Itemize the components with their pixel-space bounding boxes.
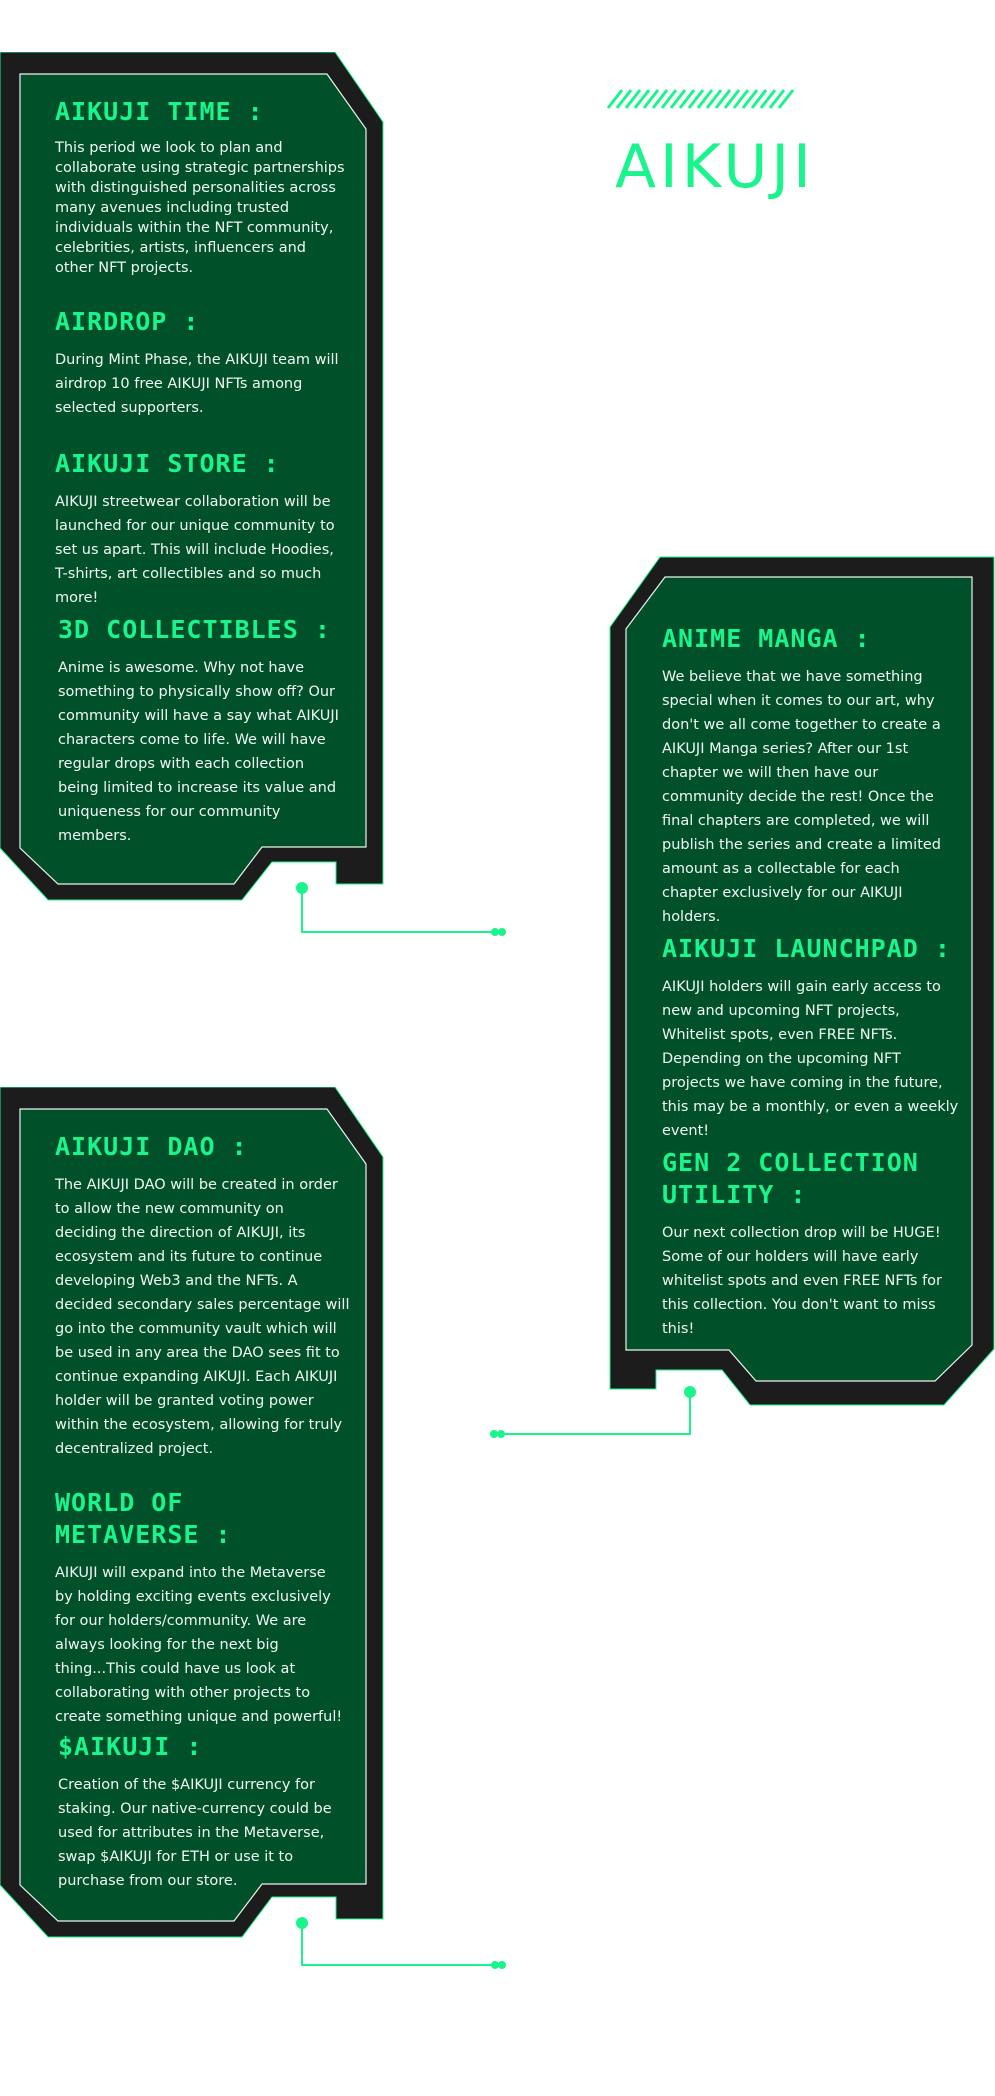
roadmap-panel-1	[0, 52, 386, 902]
section-body: Creation of the $AIKUJI currency for sta…	[58, 1777, 332, 1889]
section-body: We believe that we have something specia…	[662, 669, 942, 925]
section-gen2-collection-utility: GEN 2 COLLECTION UTILITY : Our next coll…	[662, 1147, 957, 1341]
panel-3-connector-line	[296, 1917, 506, 1969]
section-aikuji-token: $AIKUJI : Creation of the $AIKUJI curren…	[58, 1731, 353, 1893]
section-title: AIKUJI LAUNCHPAD :	[662, 934, 951, 963]
logo-title: AIKUJI	[615, 132, 815, 202]
section-title: 3D COLLECTIBLES :	[58, 615, 331, 644]
section-anime-manga: ANIME MANGA : We believe that we have so…	[662, 623, 957, 929]
section-world-of-metaverse: WORLD OF METAVERSE : AIKUJI will expand …	[55, 1487, 342, 1729]
section-airdrop: AIRDROP : During Mint Phase, the AIKUJI …	[55, 306, 345, 420]
diagonal-stripes-decoration	[606, 89, 795, 109]
panel-3-frame-shape	[0, 1087, 384, 1938]
roadmap-panel-3	[0, 1087, 386, 1939]
section-title: AIKUJI STORE :	[55, 449, 280, 478]
section-3d-collectibles: 3D COLLECTIBLES : Anime is awesome. Why …	[58, 614, 348, 848]
section-body: AIKUJI streetwear collaboration will be …	[55, 494, 335, 606]
section-body: AIKUJI holders will gain early access to…	[662, 979, 959, 1139]
panel-2-connector-line	[490, 1386, 696, 1438]
section-body: This period we look to plan and collabor…	[55, 140, 345, 276]
section-aikuji-time: AIKUJI TIME : This period we look to pla…	[55, 96, 345, 278]
panel-1-frame-shape	[0, 52, 384, 901]
section-aikuji-store: AIKUJI STORE : AIKUJI streetwear collabo…	[55, 448, 345, 610]
section-aikuji-dao: AIKUJI DAO : The AIKUJI DAO will be crea…	[55, 1131, 350, 1461]
section-title: GEN 2 COLLECTION UTILITY :	[662, 1148, 919, 1209]
section-title: WORLD OF METAVERSE :	[55, 1488, 232, 1549]
roadmap-panel-2	[608, 555, 995, 1407]
section-title: AIRDROP :	[55, 307, 200, 336]
section-body: AIKUJI will expand into the Metaverse by…	[55, 1565, 343, 1725]
section-title: AIKUJI TIME :	[55, 97, 264, 126]
section-body: During Mint Phase, the AIKUJI team will …	[55, 352, 339, 416]
section-body: Anime is awesome. Why not have something…	[58, 660, 339, 844]
section-aikuji-launchpad: AIKUJI LAUNCHPAD : AIKUJI holders will g…	[662, 933, 962, 1143]
panel-2-frame-shape	[609, 556, 995, 1406]
section-body: The AIKUJI DAO will be created in order …	[55, 1177, 350, 1457]
section-title: ANIME MANGA :	[662, 624, 871, 653]
section-body: Our next collection drop will be HUGE! S…	[662, 1225, 943, 1337]
panel-1-connector-line	[296, 882, 506, 936]
section-title: $AIKUJI :	[58, 1732, 203, 1761]
section-title: AIKUJI DAO :	[55, 1132, 248, 1161]
